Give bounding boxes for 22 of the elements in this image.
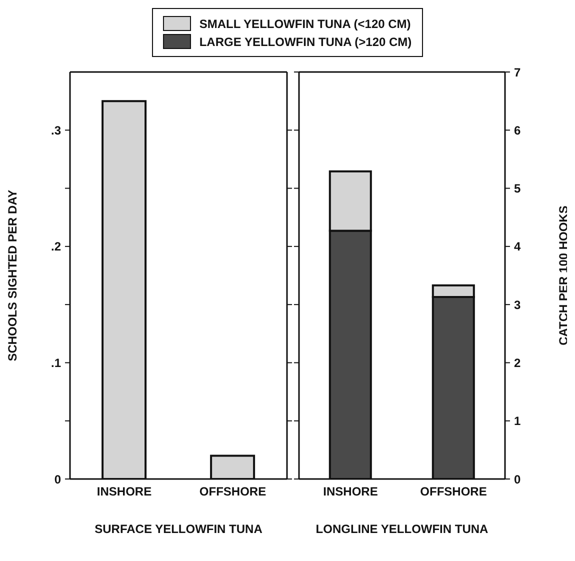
x-axis-title: LONGLINE YELLOWFIN TUNA: [316, 522, 489, 536]
y2-tick-label: 1: [514, 414, 521, 428]
x-tick-label: OFFSHORE: [199, 484, 266, 499]
legend-label: LARGE YELLOWFIN TUNA (>120 CM): [199, 34, 412, 48]
x-axis-title: SURFACE YELLOWFIN TUNA: [94, 522, 263, 536]
y2-tick-label: 6: [514, 123, 521, 138]
y2-tick-label: 7: [514, 65, 521, 80]
y2-tick-label: 5: [514, 182, 521, 196]
y2-tick-label: 0: [514, 472, 521, 486]
y-tick-label: .2: [50, 240, 62, 254]
y-axis-title: SCHOOLS SIGHTED PER DAY: [5, 190, 20, 362]
x-tick-label: INSHORE: [96, 484, 152, 499]
x-tick-label: INSHORE: [323, 484, 378, 499]
y-tick-label: .1: [50, 356, 62, 370]
y2-tick-label: 3: [514, 298, 521, 312]
y2-tick-label: 4: [514, 240, 521, 254]
y-tick-label: 0: [54, 472, 62, 486]
y2-tick-label: 2: [514, 356, 521, 370]
legend-label: SMALL YELLOWFIN TUNA (<120 CM): [199, 16, 411, 30]
y2-axis-title: CATCH PER 100 HOOKS: [556, 206, 570, 346]
x-tick-label: OFFSHORE: [420, 484, 487, 499]
y-tick-label: .3: [50, 123, 62, 138]
